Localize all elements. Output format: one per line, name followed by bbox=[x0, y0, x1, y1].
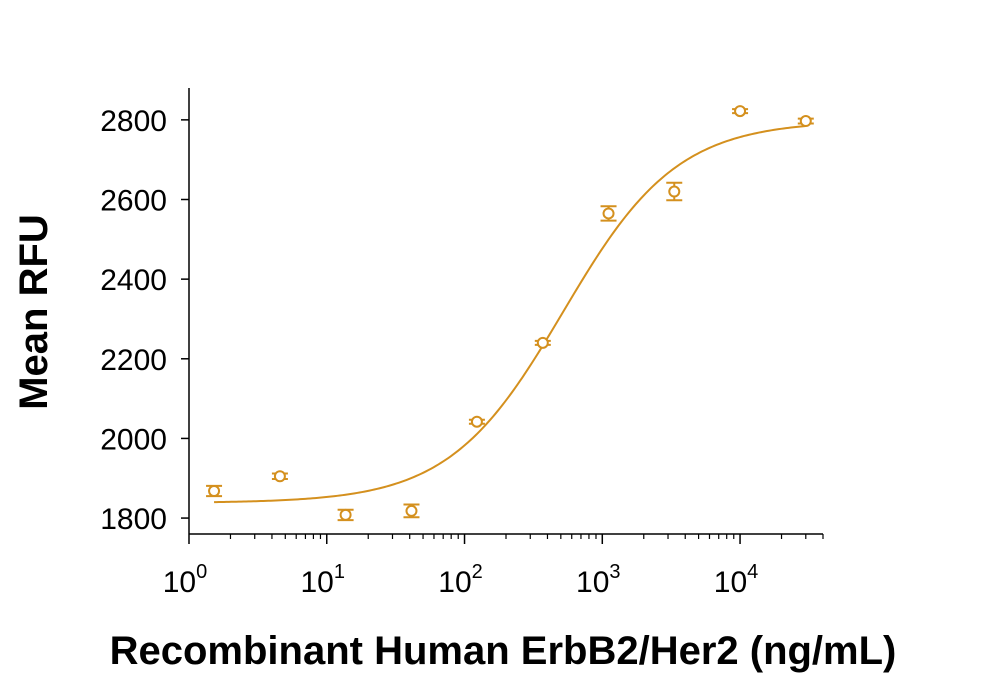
y-tick-label: 2600 bbox=[100, 185, 167, 218]
x-tick-label: 104 bbox=[714, 561, 759, 599]
data-point bbox=[271, 470, 288, 483]
point-marker bbox=[536, 336, 549, 349]
y-tick-label: 1800 bbox=[100, 503, 167, 536]
data-point bbox=[534, 336, 551, 349]
y-axis: 1800 2000 2200 2400 2600 2800 bbox=[100, 88, 190, 536]
x-axis-title: Recombinant Human ErbB2/Her2 (ng/mL) bbox=[110, 629, 897, 673]
x-tick-label: 103 bbox=[576, 561, 621, 599]
point-marker bbox=[208, 484, 221, 497]
y-tick-label: 2800 bbox=[100, 105, 167, 138]
x-tick-label: 101 bbox=[301, 561, 346, 599]
point-marker bbox=[602, 207, 615, 220]
point-marker bbox=[734, 105, 747, 118]
data-points-layer bbox=[206, 105, 814, 522]
x-axis: 100 101 102 103 104 bbox=[163, 533, 824, 599]
data-point bbox=[732, 105, 749, 118]
data-point bbox=[403, 503, 420, 519]
point-marker bbox=[339, 508, 352, 521]
fit-curve-layer bbox=[214, 124, 806, 504]
data-point bbox=[468, 415, 485, 428]
point-marker bbox=[405, 504, 418, 517]
y-tick-label: 2000 bbox=[100, 423, 167, 456]
data-point bbox=[797, 115, 814, 128]
point-marker bbox=[668, 185, 681, 198]
y-axis-title: Mean RFU bbox=[12, 214, 56, 410]
fit-curve bbox=[214, 124, 806, 504]
data-point bbox=[337, 508, 354, 522]
point-marker bbox=[799, 115, 812, 128]
x-tick-label: 102 bbox=[438, 561, 483, 599]
x-tick-label: 100 bbox=[163, 561, 208, 599]
point-marker bbox=[470, 415, 483, 428]
data-point bbox=[206, 484, 223, 498]
y-tick-label: 2400 bbox=[100, 264, 167, 297]
data-point bbox=[600, 205, 617, 222]
data-point bbox=[666, 181, 683, 202]
y-tick-label: 2200 bbox=[100, 344, 167, 377]
point-marker bbox=[273, 470, 286, 483]
